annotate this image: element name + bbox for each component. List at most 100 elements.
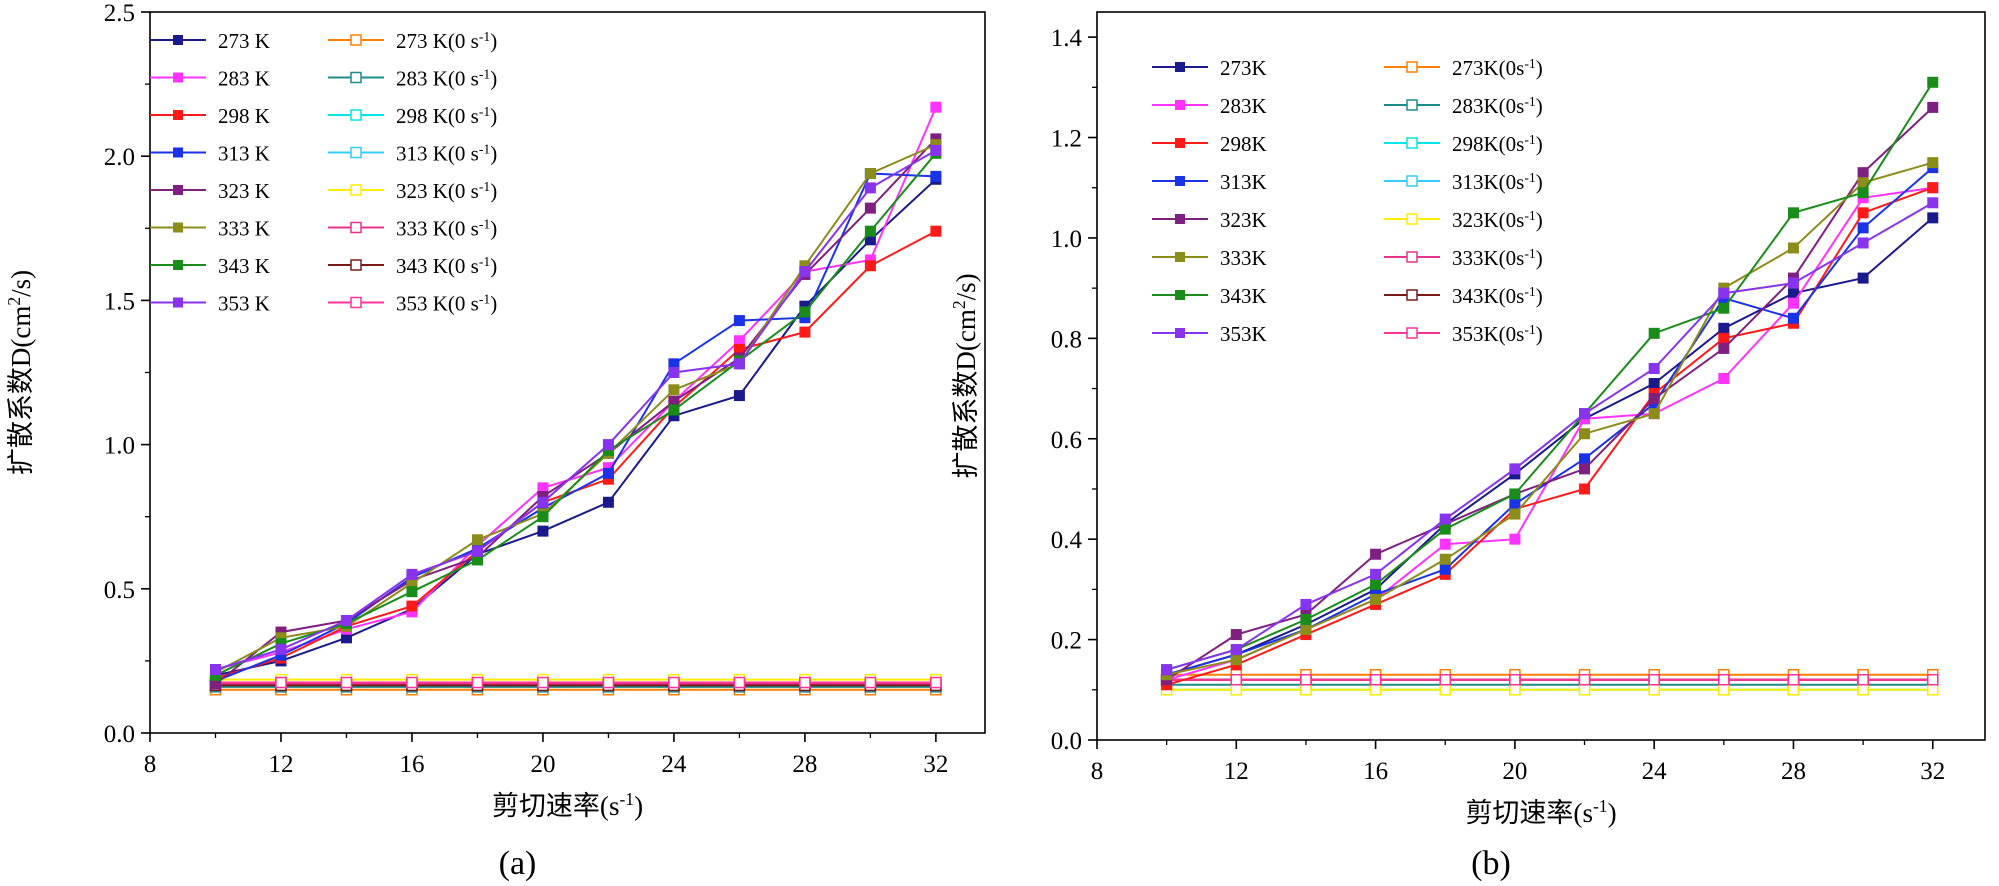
y-tick-label: 2.0	[104, 144, 135, 171]
data-point	[1857, 237, 1869, 249]
legend-item: 333K	[1152, 246, 1267, 270]
y-tick-label: 0.0	[104, 721, 135, 748]
legend-swatch-marker	[350, 146, 362, 159]
y-tick-label: 2.5	[104, 0, 135, 27]
legend-label: 273K(0s-1)	[1452, 56, 1543, 81]
legend-swatch-marker	[1406, 327, 1418, 339]
series-line	[215, 230, 937, 680]
y-tick-label: 0.2	[1051, 628, 1082, 655]
legend-swatch-marker	[173, 110, 183, 120]
data-point	[1509, 684, 1521, 696]
data-point	[1857, 674, 1869, 686]
data-point	[1300, 674, 1312, 686]
legend-item: 323K	[1152, 208, 1267, 232]
legend-label: 313K	[1220, 170, 1267, 194]
legend-item: 273 K(0 s-1)	[328, 29, 497, 53]
legend-swatch-marker	[1175, 252, 1185, 262]
legend-item: 283 K(0 s-1)	[328, 66, 497, 91]
legend-label: 298K	[1220, 132, 1267, 156]
legend-item: 333K(0s-1)	[1384, 246, 1543, 270]
data-point	[406, 600, 418, 612]
legend-item: 273K	[1152, 56, 1267, 80]
y-tick-label: 1.0	[1051, 226, 1082, 253]
legend-item: 273 K	[150, 29, 270, 53]
data-point	[1369, 674, 1382, 686]
legend-swatch-marker	[1406, 213, 1418, 225]
data-point	[602, 439, 614, 451]
y-tick-label: 0.6	[1051, 427, 1082, 454]
series-line	[1166, 161, 1934, 676]
y-tick-label: 1.4	[1051, 25, 1083, 52]
legend-item: 323 K	[150, 179, 270, 203]
data-point	[1718, 302, 1730, 314]
legend-item: 298 K	[150, 104, 270, 128]
legend: 273 K 283 K 298 K 313 K 323 K 333 K 343 K 353 K…	[150, 29, 497, 316]
legend-swatch-marker	[1406, 175, 1418, 187]
data-point	[733, 315, 745, 327]
panel-label: (a)	[499, 845, 537, 882]
data-point	[1648, 362, 1660, 374]
legend-swatch-marker	[173, 147, 183, 158]
legend-label: 343K	[1220, 284, 1267, 308]
data-point	[1439, 553, 1451, 565]
data-point	[1300, 624, 1312, 636]
data-point	[537, 525, 549, 537]
legend-swatch-marker	[1175, 176, 1185, 186]
legend-label: 283 K(0 s-1)	[396, 66, 497, 91]
data-point	[1439, 674, 1451, 686]
legend-label: 333K	[1220, 246, 1267, 270]
data-point	[340, 615, 352, 627]
legend-swatch-marker	[1406, 99, 1418, 111]
legend-label: 353 K(0 s-1)	[396, 291, 497, 316]
legend-label: 298 K	[218, 104, 270, 128]
data-point	[1718, 373, 1730, 385]
data-point	[1927, 76, 1939, 88]
data-point	[1439, 513, 1451, 525]
data-point	[1787, 312, 1799, 324]
data-point	[1439, 684, 1451, 696]
data-point	[340, 676, 353, 689]
y-tick-label: 1.0	[104, 433, 135, 460]
data-point	[864, 202, 876, 214]
x-tick-label: 8	[1091, 758, 1104, 785]
legend-label: 323 K	[218, 179, 270, 203]
legend-item: 313 K	[150, 142, 270, 166]
data-point	[799, 266, 811, 278]
x-tick-label: 28	[1781, 758, 1806, 785]
x-axis-label: 剪切速率(s-1)	[1465, 796, 1616, 828]
data-point	[1718, 287, 1730, 299]
data-point	[1787, 297, 1799, 309]
data-point	[537, 496, 549, 508]
data-point	[864, 182, 876, 194]
data-point	[1927, 197, 1939, 209]
data-point	[1439, 523, 1451, 535]
data-point	[1370, 548, 1382, 560]
x-tick-label: 28	[792, 751, 817, 778]
data-point	[930, 225, 942, 237]
legend-label: 313 K(0 s-1)	[396, 141, 497, 166]
data-point	[537, 511, 549, 523]
data-point	[1230, 674, 1243, 686]
legend-item: 333 K(0 s-1)	[328, 216, 497, 241]
legend-label: 333 K(0 s-1)	[396, 216, 497, 241]
legend-swatch-marker	[1175, 100, 1185, 110]
x-tick-label: 32	[923, 751, 948, 778]
y-axis-label: 扩散系数D(cm2/s)	[949, 273, 981, 478]
data-point	[1161, 664, 1173, 676]
data-point	[1439, 563, 1451, 575]
y-tick-label: 0.8	[1051, 326, 1082, 353]
series-line	[1166, 201, 1934, 671]
data-point	[1578, 674, 1591, 686]
data-point	[1718, 342, 1730, 354]
legend-label: 343K(0s-1)	[1452, 284, 1543, 309]
data-point	[406, 568, 418, 580]
legend-label: 283K(0s-1)	[1452, 94, 1543, 119]
legend-label: 313K(0s-1)	[1452, 170, 1543, 195]
legend-item: 343 K	[150, 254, 270, 278]
series-line	[1166, 166, 1934, 676]
legend-swatch-marker	[1175, 290, 1185, 300]
data-point	[1648, 408, 1660, 420]
data-point	[1718, 684, 1730, 696]
legend-swatch-marker	[173, 260, 183, 270]
y-tick-label: 1.5	[104, 288, 135, 315]
